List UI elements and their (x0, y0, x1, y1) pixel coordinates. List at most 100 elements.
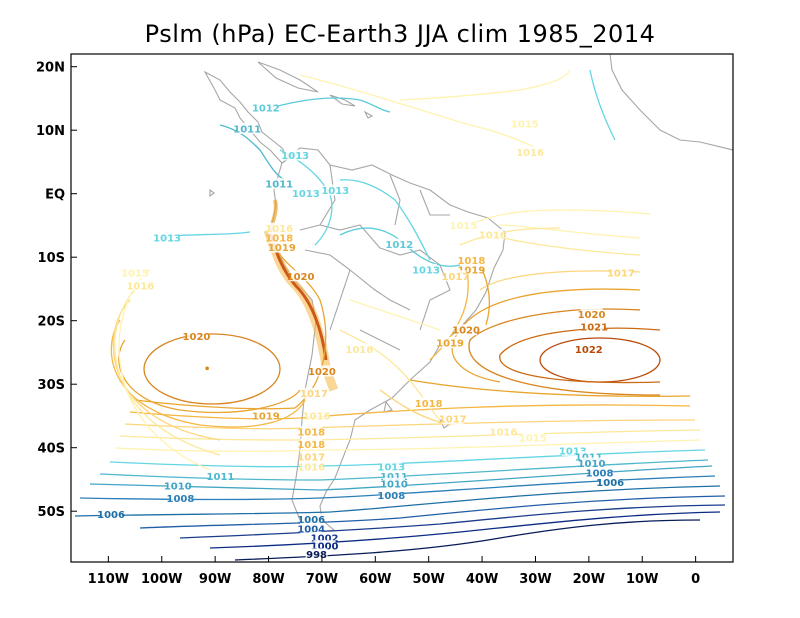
contour-1004 (139, 495, 726, 529)
contour-1018 (129, 404, 691, 420)
contour-1020-pacific-high (143, 333, 281, 405)
contour-label: 1019 (436, 338, 464, 349)
contour-1015-north (399, 69, 571, 101)
contour-label-bg (521, 432, 544, 444)
contour-label-bg (268, 178, 291, 190)
contour-label: 1011 (233, 124, 261, 135)
contour-label: 1013 (321, 186, 349, 197)
contour-label: 1015 (519, 434, 547, 445)
contour-label: 1019 (268, 243, 296, 254)
contour-label: 1020 (287, 272, 315, 283)
high-center-marker (205, 366, 209, 371)
contour-label: 1017 (297, 453, 325, 464)
contour-label-bg (166, 479, 189, 491)
contour-label-bg (313, 531, 336, 543)
contour-1017 (124, 419, 696, 430)
contour-label-bg (313, 540, 336, 552)
contour-1006 (74, 485, 721, 517)
contour-label-bg (268, 222, 291, 234)
contour-label-bg (382, 477, 405, 489)
contour-label-bg (124, 267, 147, 279)
y-tick-label: EQ (45, 188, 65, 203)
borders-interior (299, 164, 451, 351)
x-tick-label: 10W (626, 572, 658, 587)
contour-1018-pacific (110, 319, 306, 428)
contour-label-bg (305, 409, 328, 421)
contour-label-bg (439, 336, 462, 348)
contour-label-bg (236, 122, 259, 134)
contour-label-bg (481, 228, 504, 240)
contour-label-bg (284, 149, 307, 161)
contour-label: 1012 (252, 103, 280, 114)
contour-label: 1006 (596, 478, 624, 489)
y-tick-label: 10N (36, 124, 65, 139)
x-tick-label: 0 (691, 572, 700, 587)
contour-label: 1008 (167, 494, 195, 505)
y-tick-label: 20N (36, 61, 65, 76)
contour-label-bg (305, 548, 328, 560)
contour-label: 1002 (311, 533, 339, 544)
contour-label-bg (300, 460, 323, 472)
x-tick-label: 40W (466, 572, 498, 587)
contour-label-bg (380, 489, 403, 501)
contour-label: 1013 (281, 151, 309, 162)
contour-1015-atlantic (499, 224, 641, 239)
contour-label: 1015 (511, 119, 539, 130)
contour-label: 1011 (380, 472, 408, 483)
contour-1018-east (429, 259, 469, 361)
contour-label-bg (577, 343, 600, 355)
contour-label-bg (270, 241, 293, 253)
contour-label: 1019 (457, 265, 485, 276)
contour-1013-east (589, 69, 616, 141)
contour-label: 1012 (385, 240, 413, 251)
chart-title: Pslm (hPa) EC-Earth3 JJA clim 1985_2014 (145, 20, 656, 48)
contour-label: 1015 (121, 269, 149, 280)
contour-label: 1004 (297, 524, 325, 535)
x-axis: 110W 100W 90W 80W 70W 60W 50W 40W 30W 20W 10W 0 (88, 556, 700, 587)
x-tick-label: 30W (519, 572, 551, 587)
contour-label-bg (300, 522, 323, 534)
contour-label: 1018 (415, 399, 443, 410)
contour-label-bg (452, 219, 475, 231)
contour-label: 1016 (490, 427, 518, 438)
contour-1012 (269, 97, 391, 113)
contour-label-bg (455, 324, 478, 336)
contour-label-bg (169, 492, 192, 504)
y-tick-label: 10S (38, 251, 65, 266)
contour-label: 1018 (297, 440, 325, 451)
y-tick-label: 30S (38, 378, 65, 393)
contour-label-bg (444, 270, 467, 282)
contour-1019 (134, 254, 691, 410)
contour-label: 1015 (449, 221, 477, 232)
contour-1016-continent (339, 329, 441, 421)
contour-label-bg (268, 232, 291, 244)
contour-label-bg (580, 457, 603, 469)
contour-label: 1010 (164, 481, 192, 492)
contour-label: 1010 (578, 459, 606, 470)
contour-label: 1020 (452, 326, 480, 337)
contour-label-bg (382, 470, 405, 482)
y-axis: 20N 10N EQ 10S 20S 30S 40S 50S (36, 61, 77, 520)
y-tick-label: 20S (38, 315, 65, 330)
contour-label-bg (513, 117, 536, 129)
contour-label-bg (441, 413, 464, 425)
contour-1016-pacific (114, 284, 221, 456)
contour-1020-atlantic (468, 308, 661, 396)
contour-label: 1016 (303, 411, 331, 422)
y-tick-label: 50S (38, 505, 65, 520)
x-tick-label: 80W (252, 572, 284, 587)
contour-label: 1017 (439, 415, 467, 426)
contour-label: 1016 (479, 230, 507, 241)
coastline-africa (609, 54, 733, 151)
contour-label-bg (580, 308, 603, 320)
contour-label: 1013 (292, 189, 320, 200)
contour-label: 1016 (265, 224, 293, 235)
contour-1000 (209, 511, 721, 549)
contour-1016-east (459, 227, 561, 246)
x-tick-label: 20W (573, 572, 605, 587)
map-layer (74, 54, 733, 561)
contour-label: 1016 (297, 462, 325, 473)
